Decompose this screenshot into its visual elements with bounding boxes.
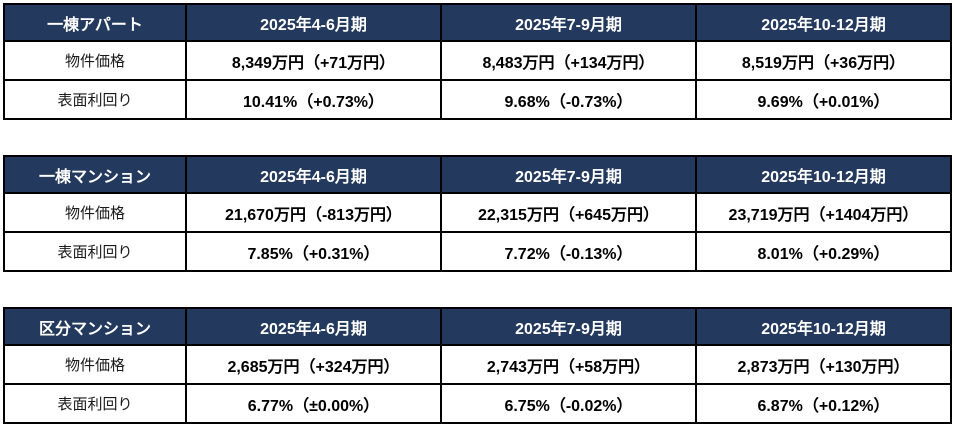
price-value-cell: 21,670万円（-813万円）: [185, 192, 442, 233]
table-row-yield: 表面利回り 6.77%（±0.00%） 6.75%（-0.02%） 6.87%（…: [3, 383, 952, 424]
quarter-header-cell: 2025年7-9月期: [440, 3, 697, 42]
yield-value-cell: 8.01%（+0.29%）: [695, 231, 952, 272]
yield-value-cell: 10.41%（+0.73%）: [185, 79, 442, 120]
table-row-yield: 表面利回り 7.85%（+0.31%） 7.72%（-0.13%） 8.01%（…: [3, 231, 952, 272]
yield-value-cell: 6.87%（+0.12%）: [695, 383, 952, 424]
row-label-price: 物件価格: [3, 344, 187, 385]
price-value-cell: 8,349万円（+71万円）: [185, 40, 442, 81]
report-tables-page: 一棟アパート 2025年4-6月期 2025年7-9月期 2025年10-12月…: [3, 3, 952, 424]
row-label-yield: 表面利回り: [3, 231, 187, 272]
table-row-price: 物件価格 21,670万円（-813万円） 22,315万円（+645万円） 2…: [3, 192, 952, 233]
table-row-yield: 表面利回り 10.41%（+0.73%） 9.68%（-0.73%） 9.69%…: [3, 79, 952, 120]
yield-value-cell: 9.68%（-0.73%）: [440, 79, 697, 120]
quarter-header-cell: 2025年10-12月期: [695, 155, 952, 194]
quarter-header-cell: 2025年4-6月期: [185, 3, 442, 42]
price-value-cell: 2,685万円（+324万円）: [185, 344, 442, 385]
quarter-header-cell: 2025年7-9月期: [440, 155, 697, 194]
yield-value-cell: 6.77%（±0.00%）: [185, 383, 442, 424]
table-header-row: 一棟マンション 2025年4-6月期 2025年7-9月期 2025年10-12…: [3, 155, 952, 194]
price-value-cell: 8,519万円（+36万円）: [695, 40, 952, 81]
yield-value-cell: 7.72%（-0.13%）: [440, 231, 697, 272]
quarter-header-cell: 2025年4-6月期: [185, 307, 442, 346]
table-unit-mansion: 区分マンション 2025年4-6月期 2025年7-9月期 2025年10-12…: [3, 307, 952, 424]
yield-value-cell: 6.75%（-0.02%）: [440, 383, 697, 424]
table-single-apartment: 一棟アパート 2025年4-6月期 2025年7-9月期 2025年10-12月…: [3, 3, 952, 120]
price-value-cell: 23,719万円（+1404万円）: [695, 192, 952, 233]
table-single-mansion: 一棟マンション 2025年4-6月期 2025年7-9月期 2025年10-12…: [3, 155, 952, 272]
row-label-price: 物件価格: [3, 40, 187, 81]
category-header-cell: 一棟アパート: [3, 3, 187, 42]
row-label-price: 物件価格: [3, 192, 187, 233]
table-header-row: 区分マンション 2025年4-6月期 2025年7-9月期 2025年10-12…: [3, 307, 952, 346]
row-label-yield: 表面利回り: [3, 383, 187, 424]
quarter-header-cell: 2025年10-12月期: [695, 307, 952, 346]
quarter-header-cell: 2025年10-12月期: [695, 3, 952, 42]
table-row-price: 物件価格 2,685万円（+324万円） 2,743万円（+58万円） 2,87…: [3, 344, 952, 385]
yield-value-cell: 9.69%（+0.01%）: [695, 79, 952, 120]
yield-value-cell: 7.85%（+0.31%）: [185, 231, 442, 272]
row-label-yield: 表面利回り: [3, 79, 187, 120]
price-value-cell: 22,315万円（+645万円）: [440, 192, 697, 233]
price-value-cell: 2,743万円（+58万円）: [440, 344, 697, 385]
category-header-cell: 一棟マンション: [3, 155, 187, 194]
quarter-header-cell: 2025年4-6月期: [185, 155, 442, 194]
table-row-price: 物件価格 8,349万円（+71万円） 8,483万円（+134万円） 8,51…: [3, 40, 952, 81]
price-value-cell: 8,483万円（+134万円）: [440, 40, 697, 81]
category-header-cell: 区分マンション: [3, 307, 187, 346]
quarter-header-cell: 2025年7-9月期: [440, 307, 697, 346]
table-header-row: 一棟アパート 2025年4-6月期 2025年7-9月期 2025年10-12月…: [3, 3, 952, 42]
price-value-cell: 2,873万円（+130万円）: [695, 344, 952, 385]
